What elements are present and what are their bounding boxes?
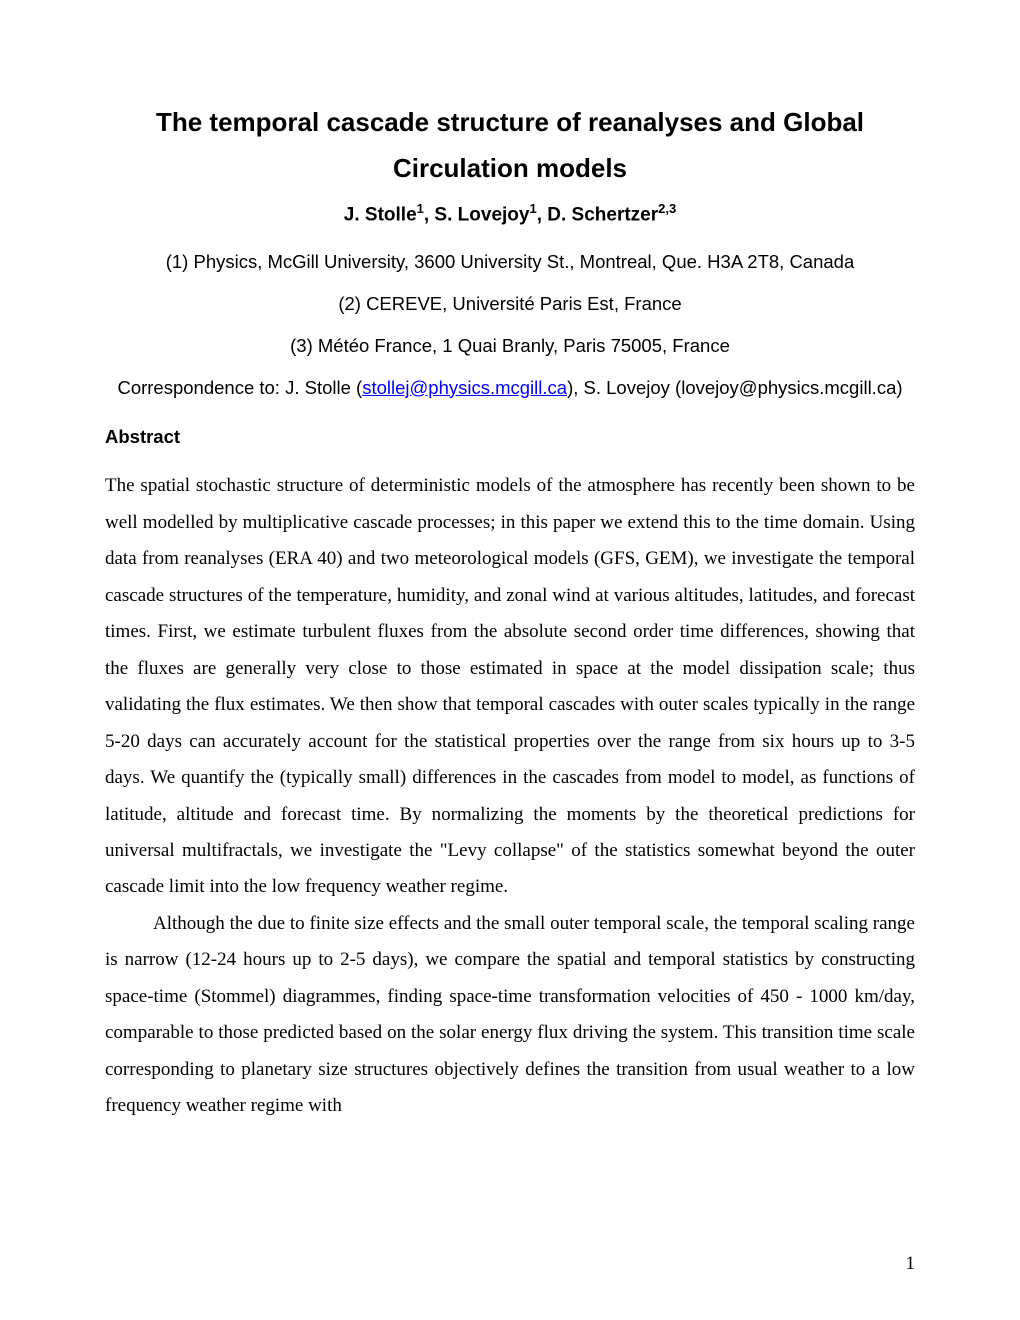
affiliation-1: (1) Physics, McGill University, 3600 Uni… [105,248,915,276]
paper-title: The temporal cascade structure of reanal… [105,100,915,191]
affiliation-3: (3) Météo France, 1 Quai Branly, Paris 7… [105,332,915,360]
abstract-paragraph-2: Although the due to finite size effects … [105,906,915,1125]
abstract-heading: Abstract [105,426,915,448]
abstract-paragraph-1: The spatial stochastic structure of dete… [105,468,915,906]
correspondence-line: Correspondence to: J. Stolle (stollej@ph… [105,374,915,402]
author-list: J. Stolle1, S. Lovejoy1, D. Schertzer2,3 [105,201,915,226]
correspondence-prefix: Correspondence to: J. Stolle ( [117,377,362,398]
correspondence-suffix: ), S. Lovejoy (lovejoy@physics.mcgill.ca… [567,377,902,398]
email-link[interactable]: stollej@physics.mcgill.ca [362,377,567,398]
affiliation-2: (2) CEREVE, Université Paris Est, France [105,290,915,318]
page-number: 1 [906,1253,916,1275]
